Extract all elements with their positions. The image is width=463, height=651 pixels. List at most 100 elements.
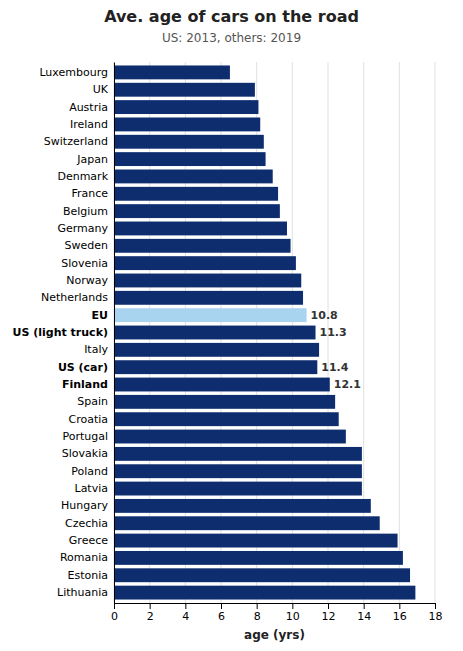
bar <box>114 117 260 131</box>
y-tick: Denmark <box>57 170 114 183</box>
y-tick-label: Netherlands <box>41 291 108 304</box>
y-tick: Spain <box>77 395 114 408</box>
bar <box>114 499 371 513</box>
bar <box>114 291 303 305</box>
x-axis-line <box>115 604 436 610</box>
bar <box>114 187 278 201</box>
bar <box>114 360 317 374</box>
y-tick-label: Belgium <box>63 205 108 218</box>
annotation: 12.1 <box>334 378 361 391</box>
y-tick-label: Italy <box>84 343 108 356</box>
annotation: 11.3 <box>320 326 347 339</box>
y-tick: Portugal <box>62 430 114 443</box>
bar <box>114 256 296 270</box>
y-tick: Ireland <box>70 118 114 131</box>
grid-line <box>435 62 436 603</box>
y-tick-label: Romania <box>60 551 108 564</box>
y-tick-label: Croatia <box>68 413 108 426</box>
x-tick: 16 <box>393 603 407 623</box>
y-tick: Hungary <box>61 499 114 512</box>
y-tick-label: Latvia <box>75 482 109 495</box>
bar <box>114 222 287 236</box>
y-tick: Norway <box>66 274 114 287</box>
x-tick: 14 <box>357 603 371 623</box>
y-tick-label: Estonia <box>68 569 109 582</box>
y-tick: EU <box>92 309 114 322</box>
y-tick: Poland <box>71 465 114 478</box>
y-tick: UK <box>93 83 114 96</box>
bar <box>114 412 339 426</box>
y-tick-label: Slovenia <box>61 257 108 270</box>
y-tick-label: UK <box>93 83 109 96</box>
x-tick-label: 4 <box>182 610 189 623</box>
x-tick-label: 16 <box>393 610 407 623</box>
bar <box>114 534 398 548</box>
x-tick-label: 18 <box>429 610 443 623</box>
y-tick-label: Germany <box>57 222 108 235</box>
x-tick: 2 <box>147 603 154 623</box>
y-tick: Greece <box>69 534 114 547</box>
y-tick: Switzerland <box>44 135 114 148</box>
y-tick: Czechia <box>65 517 114 530</box>
y-tick-label: EU <box>92 309 108 322</box>
y-tick-label: Finland <box>62 378 108 391</box>
x-tick: 6 <box>218 603 225 623</box>
y-tick-label: US (light truck) <box>13 326 108 339</box>
bar <box>114 516 380 530</box>
bar <box>114 274 301 288</box>
y-tick-label: Hungary <box>61 499 108 512</box>
y-tick: Latvia <box>75 482 115 495</box>
bar <box>114 395 335 409</box>
y-tick-label: Austria <box>69 101 108 114</box>
y-axis: LuxembourgUKAustriaIrelandSwitzerlandJap… <box>13 63 115 604</box>
bar <box>114 551 403 565</box>
bar <box>114 135 264 149</box>
bar <box>114 378 330 392</box>
bar <box>114 170 273 184</box>
subtitle: US: 2013, others: 2019 <box>162 31 301 45</box>
y-tick-label: Ireland <box>70 118 108 131</box>
y-tick-label: Luxembourg <box>39 66 108 79</box>
x-tick-mark <box>328 603 329 609</box>
x-tick-label: 10 <box>286 610 300 623</box>
x-tick-mark <box>435 603 436 609</box>
y-tick: Slovenia <box>61 257 114 270</box>
x-tick: 10 <box>286 603 300 623</box>
y-tick: US (car) <box>58 361 114 374</box>
y-tick: Croatia <box>68 413 114 426</box>
y-tick-label: Denmark <box>57 170 108 183</box>
y-tick: Italy <box>84 343 114 356</box>
y-tick: France <box>71 187 114 200</box>
y-axis-line <box>114 63 115 604</box>
y-tick: Belgium <box>63 205 114 218</box>
y-tick-label: Sweden <box>65 239 108 252</box>
y-tick: Estonia <box>68 569 115 582</box>
bar <box>114 152 266 166</box>
bar <box>114 308 307 322</box>
x-axis-title: age (yrs) <box>244 628 305 642</box>
y-tick-label: US (car) <box>58 361 108 374</box>
bar <box>114 83 255 97</box>
bar <box>114 204 280 218</box>
y-tick-label: Czechia <box>65 517 108 530</box>
y-tick: Finland <box>62 378 114 391</box>
y-tick-label: Lithuania <box>57 586 108 599</box>
x-tick-mark <box>257 603 258 609</box>
grid-line <box>114 62 115 603</box>
y-tick-label: Spain <box>77 395 108 408</box>
title: Ave. age of cars on the road <box>104 7 359 26</box>
x-tick-mark <box>364 603 365 609</box>
x-tick-mark <box>292 603 293 609</box>
x-tick-mark <box>150 603 151 609</box>
x-axis: 024681012141618 <box>111 603 443 623</box>
y-tick: Sweden <box>65 239 114 252</box>
x-tick: 8 <box>254 603 261 623</box>
x-tick-mark <box>399 603 400 609</box>
y-tick-label: Portugal <box>62 430 108 443</box>
bar <box>114 326 316 340</box>
annotation: 10.8 <box>311 309 338 322</box>
y-tick: Romania <box>60 551 114 564</box>
bar <box>114 65 230 79</box>
x-tick: 12 <box>322 603 336 623</box>
y-tick: Slovakia <box>62 447 114 460</box>
